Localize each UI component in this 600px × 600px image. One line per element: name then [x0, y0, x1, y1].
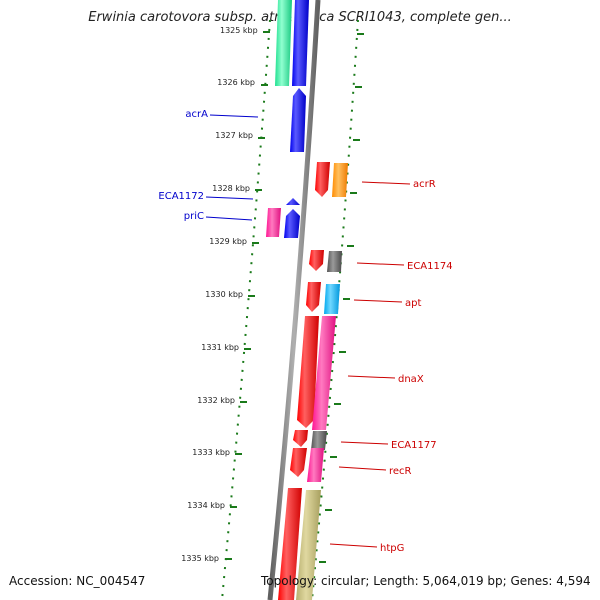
- reverse-labels: acrR ECA1174 apt dnaX ECA1177 recR htpG: [329, 179, 453, 554]
- cog-feature[interactable]: [332, 163, 348, 197]
- cog-feature[interactable]: [311, 431, 327, 450]
- forward-labels: acrA ECA1172 priC: [158, 109, 259, 222]
- scale-label: 1329 kbp: [209, 237, 247, 246]
- gene-feature-ECA1177[interactable]: [293, 430, 308, 447]
- scale-label: 1335 kbp: [181, 554, 219, 563]
- accession-text: Accession: NC_004547: [9, 574, 146, 588]
- gene-feature[interactable]: [266, 208, 281, 237]
- gene-label-ECA1172[interactable]: ECA1172: [158, 191, 204, 202]
- scale-label: 1328 kbp: [212, 184, 250, 193]
- gene-feature-dnaX[interactable]: [297, 316, 319, 428]
- inner-major-ticks: [225, 31, 270, 560]
- gene-label-htpG[interactable]: htpG: [380, 543, 404, 554]
- gene-label-dnaX[interactable]: dnaX: [398, 374, 424, 385]
- gene-feature-ECA1174[interactable]: [309, 250, 324, 271]
- genome-summary-text: Topology: circular; Length: 5,064,019 bp…: [261, 574, 591, 588]
- scale-label: 1330 kbp: [205, 290, 243, 299]
- scale-labels: 1325 kbp 1326 kbp 1327 kbp 1328 kbp 1329…: [181, 26, 257, 563]
- gene-label-ECA1177[interactable]: ECA1177: [391, 440, 437, 451]
- gene-feature-acrR[interactable]: [315, 162, 330, 197]
- gene-feature-acrA[interactable]: [290, 88, 306, 152]
- cog-feature[interactable]: [307, 448, 324, 482]
- gene-label-acrA[interactable]: acrA: [185, 109, 208, 120]
- gene-feature-ECA1172[interactable]: [286, 198, 300, 205]
- gene-feature-apt[interactable]: [306, 282, 321, 312]
- forward-strand: [266, 0, 309, 238]
- scale-label: 1333 kbp: [192, 448, 230, 457]
- gene-label-ECA1174[interactable]: ECA1174: [407, 261, 453, 272]
- outer-major-ticks: [319, 33, 364, 563]
- reverse-strand: [278, 162, 348, 600]
- backbone-band: [262, 0, 320, 600]
- backbone: [267, 0, 321, 600]
- scale-label: 1327 kbp: [215, 131, 253, 140]
- inner-tick-arc: [221, 19, 271, 600]
- scale-label-partial: 1325 kbp: [220, 26, 258, 35]
- gene-feature[interactable]: [275, 0, 292, 86]
- scale-label: 1331 kbp: [201, 343, 239, 352]
- scale-label: 1326 kbp: [217, 78, 255, 87]
- gene-feature[interactable]: [292, 0, 309, 86]
- cog-feature[interactable]: [324, 284, 340, 314]
- gene-label-recR[interactable]: recR: [389, 466, 412, 477]
- gene-label-acrR[interactable]: acrR: [413, 179, 436, 190]
- scale-label: 1334 kbp: [187, 501, 225, 510]
- gene-feature-priC[interactable]: [284, 209, 300, 238]
- gene-label-priC[interactable]: priC: [184, 211, 204, 222]
- gene-label-apt[interactable]: apt: [405, 298, 421, 309]
- cog-feature[interactable]: [327, 251, 342, 272]
- gene-feature-htpG[interactable]: [278, 488, 302, 600]
- scale-label: 1332 kbp: [197, 396, 235, 405]
- cog-feature[interactable]: [312, 316, 336, 430]
- gene-feature-recR[interactable]: [290, 448, 307, 477]
- cog-feature[interactable]: [296, 490, 321, 600]
